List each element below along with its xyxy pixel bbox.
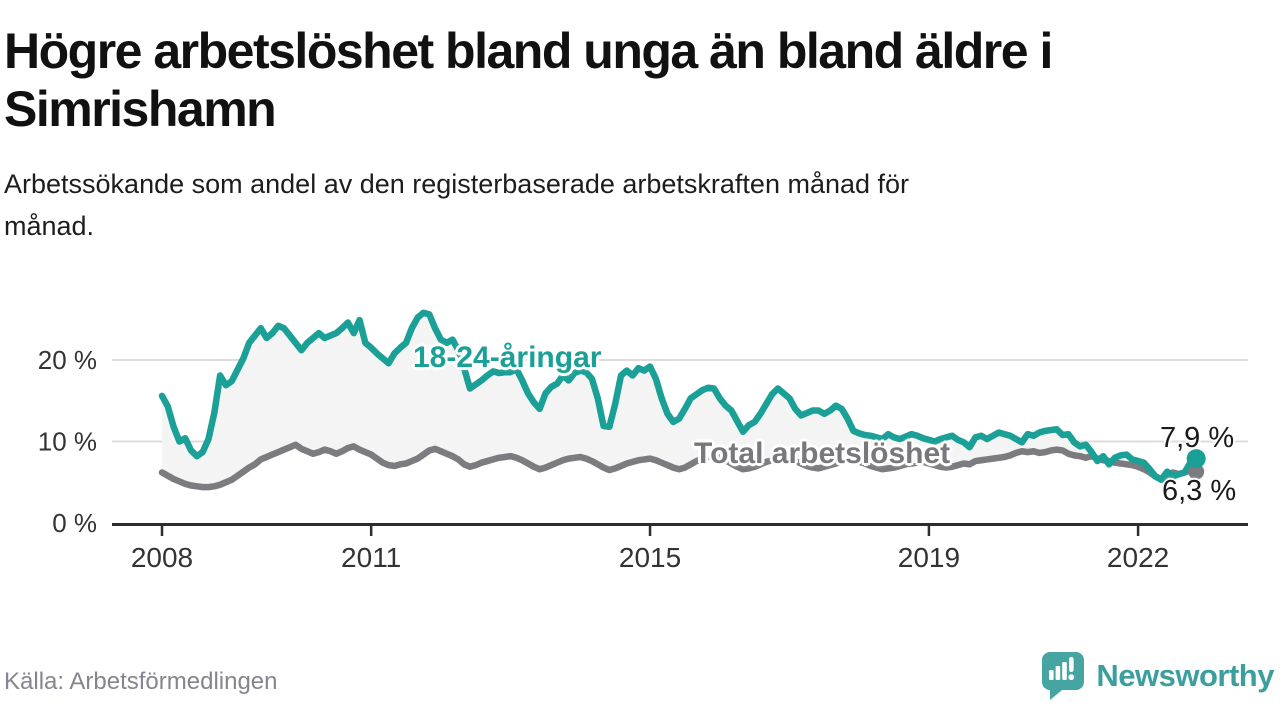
end-dot-total — [1188, 463, 1205, 480]
y-tick-label-10: 10 % — [38, 427, 97, 457]
source-note: Källa: Arbetsförmedlingen — [4, 668, 278, 695]
end-value-label-total: 6,3 % — [1162, 475, 1237, 507]
area-between-series — [162, 312, 1197, 488]
y-tick-label-0: 0 % — [52, 508, 97, 538]
end-value-label-youth: 7,9 % — [1160, 422, 1235, 454]
brand-name: Newsworthy — [1096, 658, 1274, 693]
newsworthy-logo-icon — [1042, 652, 1085, 700]
series-line-1 — [158, 441, 1200, 491]
title-line-2: Simrishamn — [4, 81, 277, 137]
x-tick-label-2022: 2022 — [1107, 542, 1169, 573]
y-tick-label-20: 20 % — [38, 345, 97, 375]
end-dot-youth — [1186, 449, 1206, 469]
series-label-youth: 18-24-åringar — [413, 341, 602, 374]
subtitle-line-2: månad. — [4, 210, 95, 241]
x-tick-label-2011: 2011 — [341, 542, 401, 573]
chart-subtitle: Arbetssökande som andel av den registerb… — [4, 164, 1276, 248]
x-tick-label-2019: 2019 — [898, 542, 960, 573]
page-title: Högre arbetslöshet bland unga än bland ä… — [4, 22, 1276, 138]
series-line-0 — [158, 309, 1200, 484]
subtitle-line-1: Arbetssökande som andel av den registerb… — [4, 169, 910, 199]
x-tick-label-2008: 2008 — [131, 542, 193, 573]
brand-logo: Newsworthy — [1040, 650, 1274, 702]
chart-header: Högre arbetslöshet bland unga än bland ä… — [4, 22, 1276, 248]
x-tick-label-2015: 2015 — [619, 542, 681, 573]
series-label-total: Total arbetslöshet — [694, 437, 951, 470]
title-line-1: Högre arbetslöshet bland unga än bland ä… — [4, 23, 1053, 79]
